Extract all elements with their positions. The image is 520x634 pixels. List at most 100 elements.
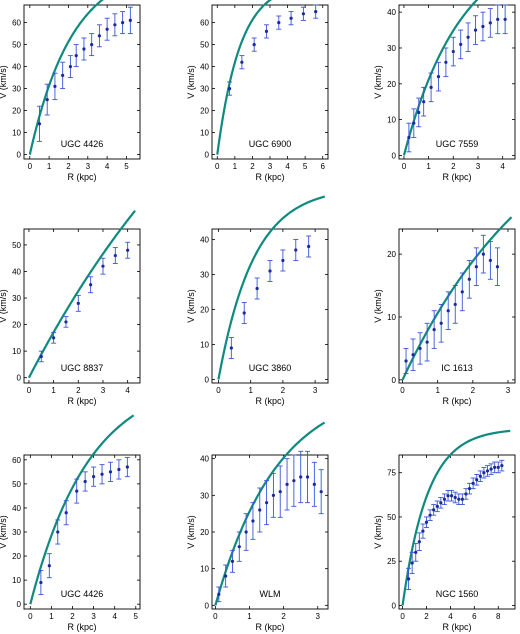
data-point: [496, 17, 500, 21]
x-tick-label: 5: [134, 612, 139, 621]
y-tick-label: 10: [12, 129, 21, 138]
x-tick-label: 2: [281, 612, 286, 621]
data-point: [264, 29, 269, 33]
y-tick-label: 30: [200, 85, 209, 94]
plot-frame: [23, 454, 141, 610]
x-tick-label: 6: [472, 612, 477, 621]
y-tick-label: 60: [12, 456, 21, 465]
data-point: [307, 244, 311, 249]
data-point: [481, 24, 485, 29]
data-point: [217, 592, 221, 596]
rotation-curve-panel: 0 1 2 3 0 10 20 R (kpc) V (km/s) IC 1613: [373, 216, 516, 406]
x-tick-label: 1: [47, 162, 52, 171]
x-tick-label: 2: [70, 612, 75, 621]
y-tick-label: 0: [205, 376, 210, 385]
data-point: [89, 283, 93, 287]
y-tick-label: 40: [387, 8, 396, 17]
y-axis-label: V (km/s): [186, 289, 196, 323]
y-tick-label: 30: [12, 294, 21, 303]
x-axis-label: R (kpc): [443, 172, 472, 182]
x-tick-label: 8: [496, 612, 501, 621]
y-tick-label: 20: [200, 306, 209, 315]
data-point: [442, 497, 447, 501]
data-point: [496, 465, 500, 469]
galaxy-label: UGC 4426: [61, 589, 104, 599]
x-axis-label: R (kpc): [256, 172, 285, 182]
y-tick-label: 50: [12, 41, 21, 50]
plot-frame: [211, 228, 329, 384]
plot-frame: [211, 454, 329, 610]
data-point: [128, 18, 132, 22]
x-axis-label: R (kpc): [443, 622, 472, 632]
y-tick-label: 0: [392, 601, 397, 610]
y-tick-label: 50: [387, 513, 396, 522]
data-point: [418, 346, 422, 351]
data-point: [74, 54, 78, 58]
data-point: [485, 469, 490, 473]
y-tick-label: 10: [387, 116, 396, 125]
y-tick-label: 20: [387, 80, 396, 89]
x-axis-label: R (kpc): [256, 396, 285, 406]
data-point: [451, 49, 455, 54]
x-tick-label: 1: [247, 612, 252, 621]
data-point: [489, 467, 493, 471]
galaxy-label: NGC 1560: [436, 589, 479, 599]
x-tick-label: 5: [124, 162, 129, 171]
data-point: [439, 501, 443, 505]
data-point: [39, 354, 43, 359]
y-tick-label: 40: [12, 504, 21, 513]
data-point: [101, 264, 105, 268]
x-tick-label: 0: [216, 386, 221, 395]
x-tick-label: 0: [213, 612, 218, 621]
data-point: [421, 529, 425, 533]
model-curve: [402, 0, 479, 156]
data-point: [268, 269, 272, 273]
data-point: [277, 21, 281, 25]
data-point: [493, 465, 497, 469]
plot-frame: [398, 4, 516, 160]
galaxy-label: UGC 3860: [249, 363, 292, 373]
data-point: [258, 508, 262, 512]
model-curve: [28, 0, 104, 155]
y-tick-label: 0: [392, 151, 397, 160]
model-curve: [27, 209, 136, 379]
data-point: [126, 248, 130, 252]
data-point: [305, 475, 310, 479]
data-point: [453, 495, 457, 500]
data-point: [47, 564, 51, 568]
model-curve: [217, 195, 326, 380]
x-tick-label: 1: [233, 162, 238, 171]
data-point: [414, 550, 418, 554]
data-point: [37, 122, 42, 126]
data-point: [113, 23, 117, 27]
x-tick-label: 0: [28, 162, 33, 171]
data-point: [230, 559, 235, 563]
y-tick-label: 10: [387, 313, 396, 322]
y-axis-label: V (km/s): [0, 289, 8, 323]
data-point: [64, 511, 68, 515]
model-curve: [214, 421, 326, 606]
y-axis-label: V (km/s): [373, 515, 383, 549]
data-point: [474, 265, 478, 269]
y-tick-label: 40: [200, 455, 209, 464]
data-point: [464, 492, 468, 496]
data-point: [97, 34, 101, 38]
y-tick-label: 40: [12, 267, 21, 276]
data-point: [281, 258, 285, 263]
data-point: [229, 346, 233, 350]
y-axis-label: V (km/s): [373, 289, 383, 323]
data-point: [244, 530, 248, 534]
model-curve: [401, 216, 513, 381]
data-point: [121, 21, 125, 25]
data-point: [411, 353, 415, 357]
x-tick-label: 3: [101, 386, 106, 395]
x-axis-label: R (kpc): [68, 172, 97, 182]
data-point: [446, 309, 450, 313]
data-point: [417, 540, 421, 544]
data-point: [294, 248, 298, 252]
y-tick-label: 30: [12, 85, 21, 94]
x-tick-label: 5: [303, 162, 308, 171]
